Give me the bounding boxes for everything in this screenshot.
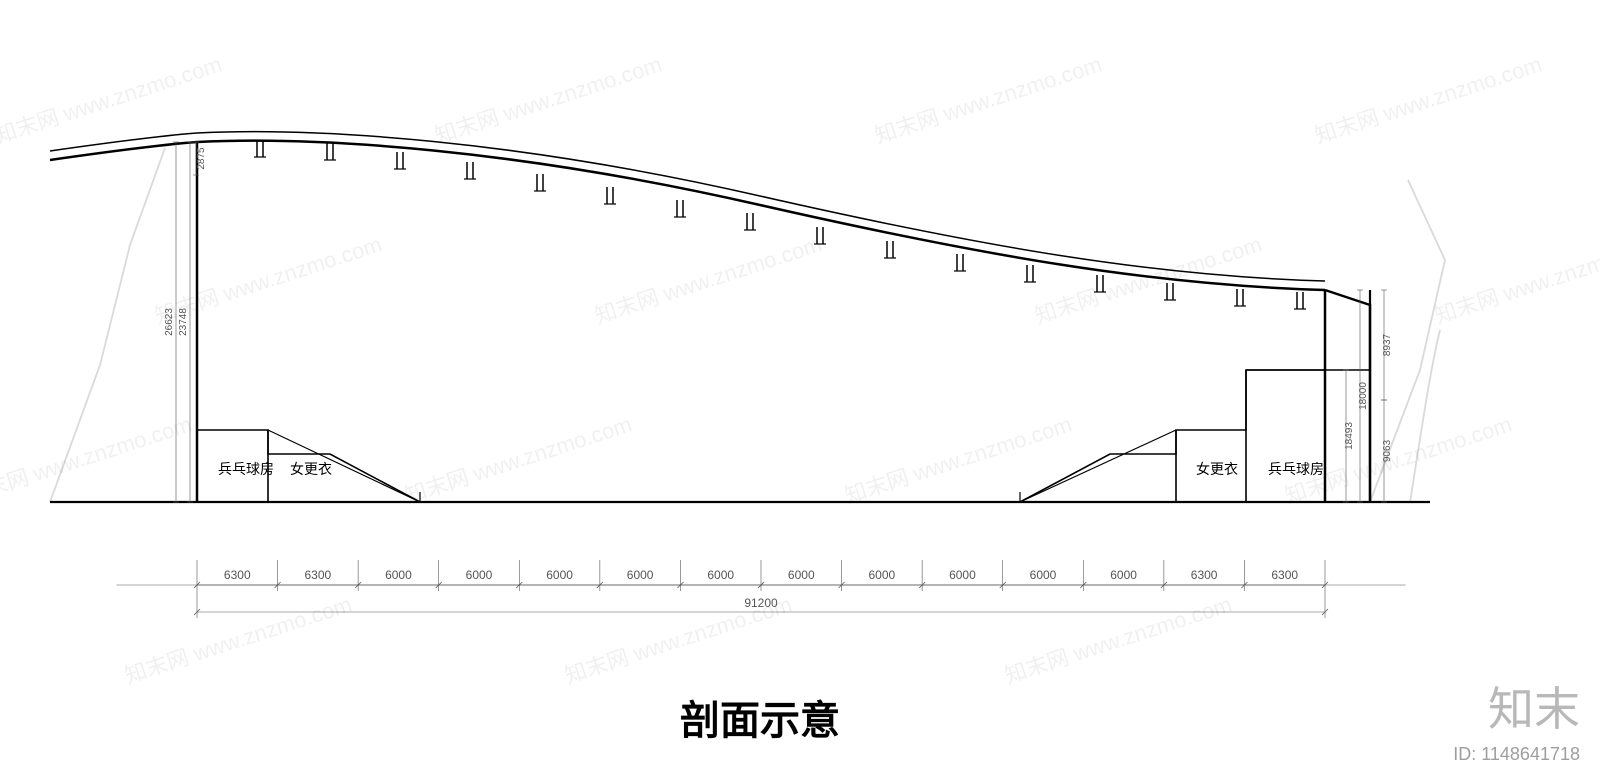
svg-text:女更衣: 女更衣 (290, 461, 332, 477)
svg-text:6000: 6000 (869, 568, 896, 582)
section-drawing: 兵乓球房女更衣兵乓球房女更衣26623237482875184931800089… (0, 0, 1600, 781)
svg-text:6300: 6300 (1191, 568, 1218, 582)
svg-text:23748: 23748 (178, 308, 189, 336)
brand-watermark: 知末 (1488, 673, 1580, 739)
svg-text:6300: 6300 (1271, 568, 1298, 582)
svg-text:8937: 8937 (1382, 333, 1393, 356)
svg-text:2875: 2875 (196, 147, 207, 170)
drawing-stage: 兵乓球房女更衣兵乓球房女更衣26623237482875184931800089… (0, 0, 1600, 781)
svg-text:6000: 6000 (707, 568, 734, 582)
svg-text:91200: 91200 (744, 596, 778, 610)
svg-text:女更衣: 女更衣 (1196, 461, 1238, 477)
svg-text:6000: 6000 (546, 568, 573, 582)
svg-text:6300: 6300 (305, 568, 332, 582)
svg-text:6000: 6000 (788, 568, 815, 582)
svg-text:18000: 18000 (1358, 382, 1369, 410)
drawing-title: 剖面示意 (680, 688, 840, 746)
svg-text:9063: 9063 (1382, 439, 1393, 462)
svg-text:6000: 6000 (627, 568, 654, 582)
svg-text:6000: 6000 (385, 568, 412, 582)
svg-text:26623: 26623 (164, 308, 175, 336)
image-id-label: ID: 1148641718 (1453, 744, 1580, 765)
svg-text:6000: 6000 (1030, 568, 1057, 582)
svg-text:18493: 18493 (1344, 422, 1355, 450)
svg-text:6300: 6300 (224, 568, 251, 582)
svg-text:兵乓球房: 兵乓球房 (1268, 461, 1324, 477)
svg-text:6000: 6000 (949, 568, 976, 582)
svg-text:兵乓球房: 兵乓球房 (218, 461, 274, 477)
svg-text:6000: 6000 (466, 568, 493, 582)
svg-text:6000: 6000 (1110, 568, 1137, 582)
